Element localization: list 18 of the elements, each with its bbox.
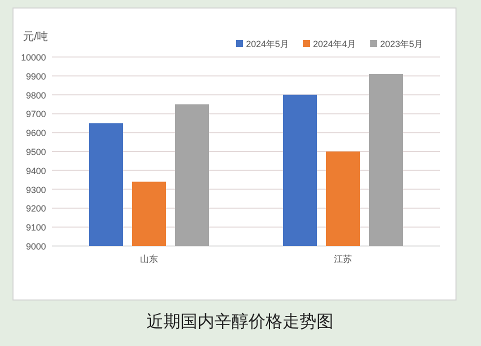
- y-tick-label: 9300: [26, 184, 46, 195]
- x-tick-label: 山东: [140, 254, 158, 264]
- y-tick-label: 9000: [26, 242, 46, 252]
- y-tick-label: 9100: [26, 222, 46, 233]
- y-tick-label: 9500: [26, 147, 46, 157]
- legend-label: 2024年5月: [246, 39, 290, 49]
- y-tick-label: 9800: [26, 90, 46, 100]
- y-tick-label: 10000: [20, 52, 46, 62]
- x-tick-label: 江苏: [334, 254, 352, 264]
- legend-label: 2023年5月: [380, 39, 424, 49]
- y-tick-label: 9700: [26, 109, 46, 120]
- y-tick-label: 9200: [26, 204, 46, 214]
- legend-label: 2024年4月: [313, 39, 356, 49]
- text: 近期国内辛醇价格走势图: [146, 312, 334, 331]
- y-tick-label: 9400: [26, 166, 46, 176]
- y-tick-label: 9900: [26, 71, 46, 82]
- y-axis-title: 元/吨: [23, 30, 48, 43]
- y-tick-label: 9600: [26, 128, 46, 138]
